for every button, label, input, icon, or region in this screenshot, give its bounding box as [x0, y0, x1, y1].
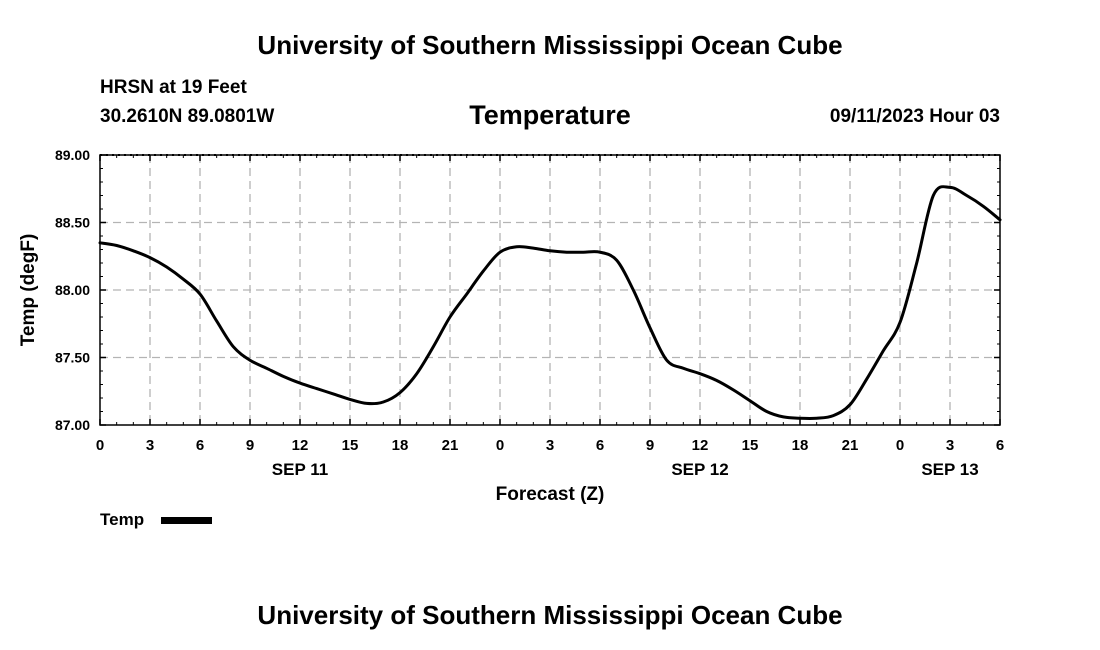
legend: Temp: [100, 510, 212, 529]
series-layer: [98, 185, 1002, 421]
date-label: SEP 11: [272, 460, 328, 479]
x-tick-label: 9: [646, 437, 654, 454]
footer-title: University of Southern Mississippi Ocean…: [257, 600, 843, 630]
x-tick-label: 21: [442, 437, 459, 454]
x-tick-label: 3: [546, 437, 554, 454]
y-tick-label: 87.00: [55, 417, 90, 433]
x-tick-label: 21: [842, 437, 859, 454]
x-tick-label: 0: [496, 437, 504, 454]
y-tick-label: 88.50: [55, 215, 90, 231]
x-tick-label: 0: [896, 437, 904, 454]
y-tick-label: 89.00: [55, 147, 90, 163]
y-tick-label: 87.50: [55, 350, 90, 366]
legend-swatch: [161, 517, 212, 524]
station-coords: 30.2610N 89.0801W: [100, 106, 275, 127]
chart-title: Temperature: [469, 100, 631, 130]
date-label: SEP 12: [671, 460, 728, 479]
x-tick-label: 0: [96, 437, 104, 454]
y-axis-label: Temp (degF): [18, 234, 39, 347]
x-tick-label: 12: [692, 437, 709, 454]
x-tick-label: 12: [292, 437, 309, 454]
x-tick-label: 18: [792, 437, 809, 454]
axis-labels: 0 3 6 9 12 15 18 21 0 3 6 9 12 15 18 21 0 3 6 87.00 87.50 88.…: [55, 147, 1004, 479]
ticks: [99, 154, 1001, 426]
x-tick-label: 3: [146, 437, 154, 454]
x-tick-label: 6: [196, 437, 204, 454]
x-tick-label: 3: [946, 437, 954, 454]
station-name: HRSN at 19 Feet: [100, 77, 247, 98]
temp-series-line: [98, 185, 1002, 421]
x-tick-label: 15: [342, 437, 359, 454]
legend-label: Temp: [100, 510, 144, 529]
x-axis-label: Forecast (Z): [496, 484, 605, 505]
x-tick-label: 15: [742, 437, 759, 454]
x-tick-label: 6: [996, 437, 1004, 454]
x-tick-label: 9: [246, 437, 254, 454]
page-title: University of Southern Mississippi Ocean…: [257, 30, 843, 60]
run-time: 09/11/2023 Hour 03: [829, 106, 1000, 127]
x-tick-label: 18: [392, 437, 409, 454]
x-tick-label: 6: [596, 437, 604, 454]
y-tick-label: 88.00: [55, 282, 90, 298]
date-label: SEP 13: [921, 460, 978, 479]
